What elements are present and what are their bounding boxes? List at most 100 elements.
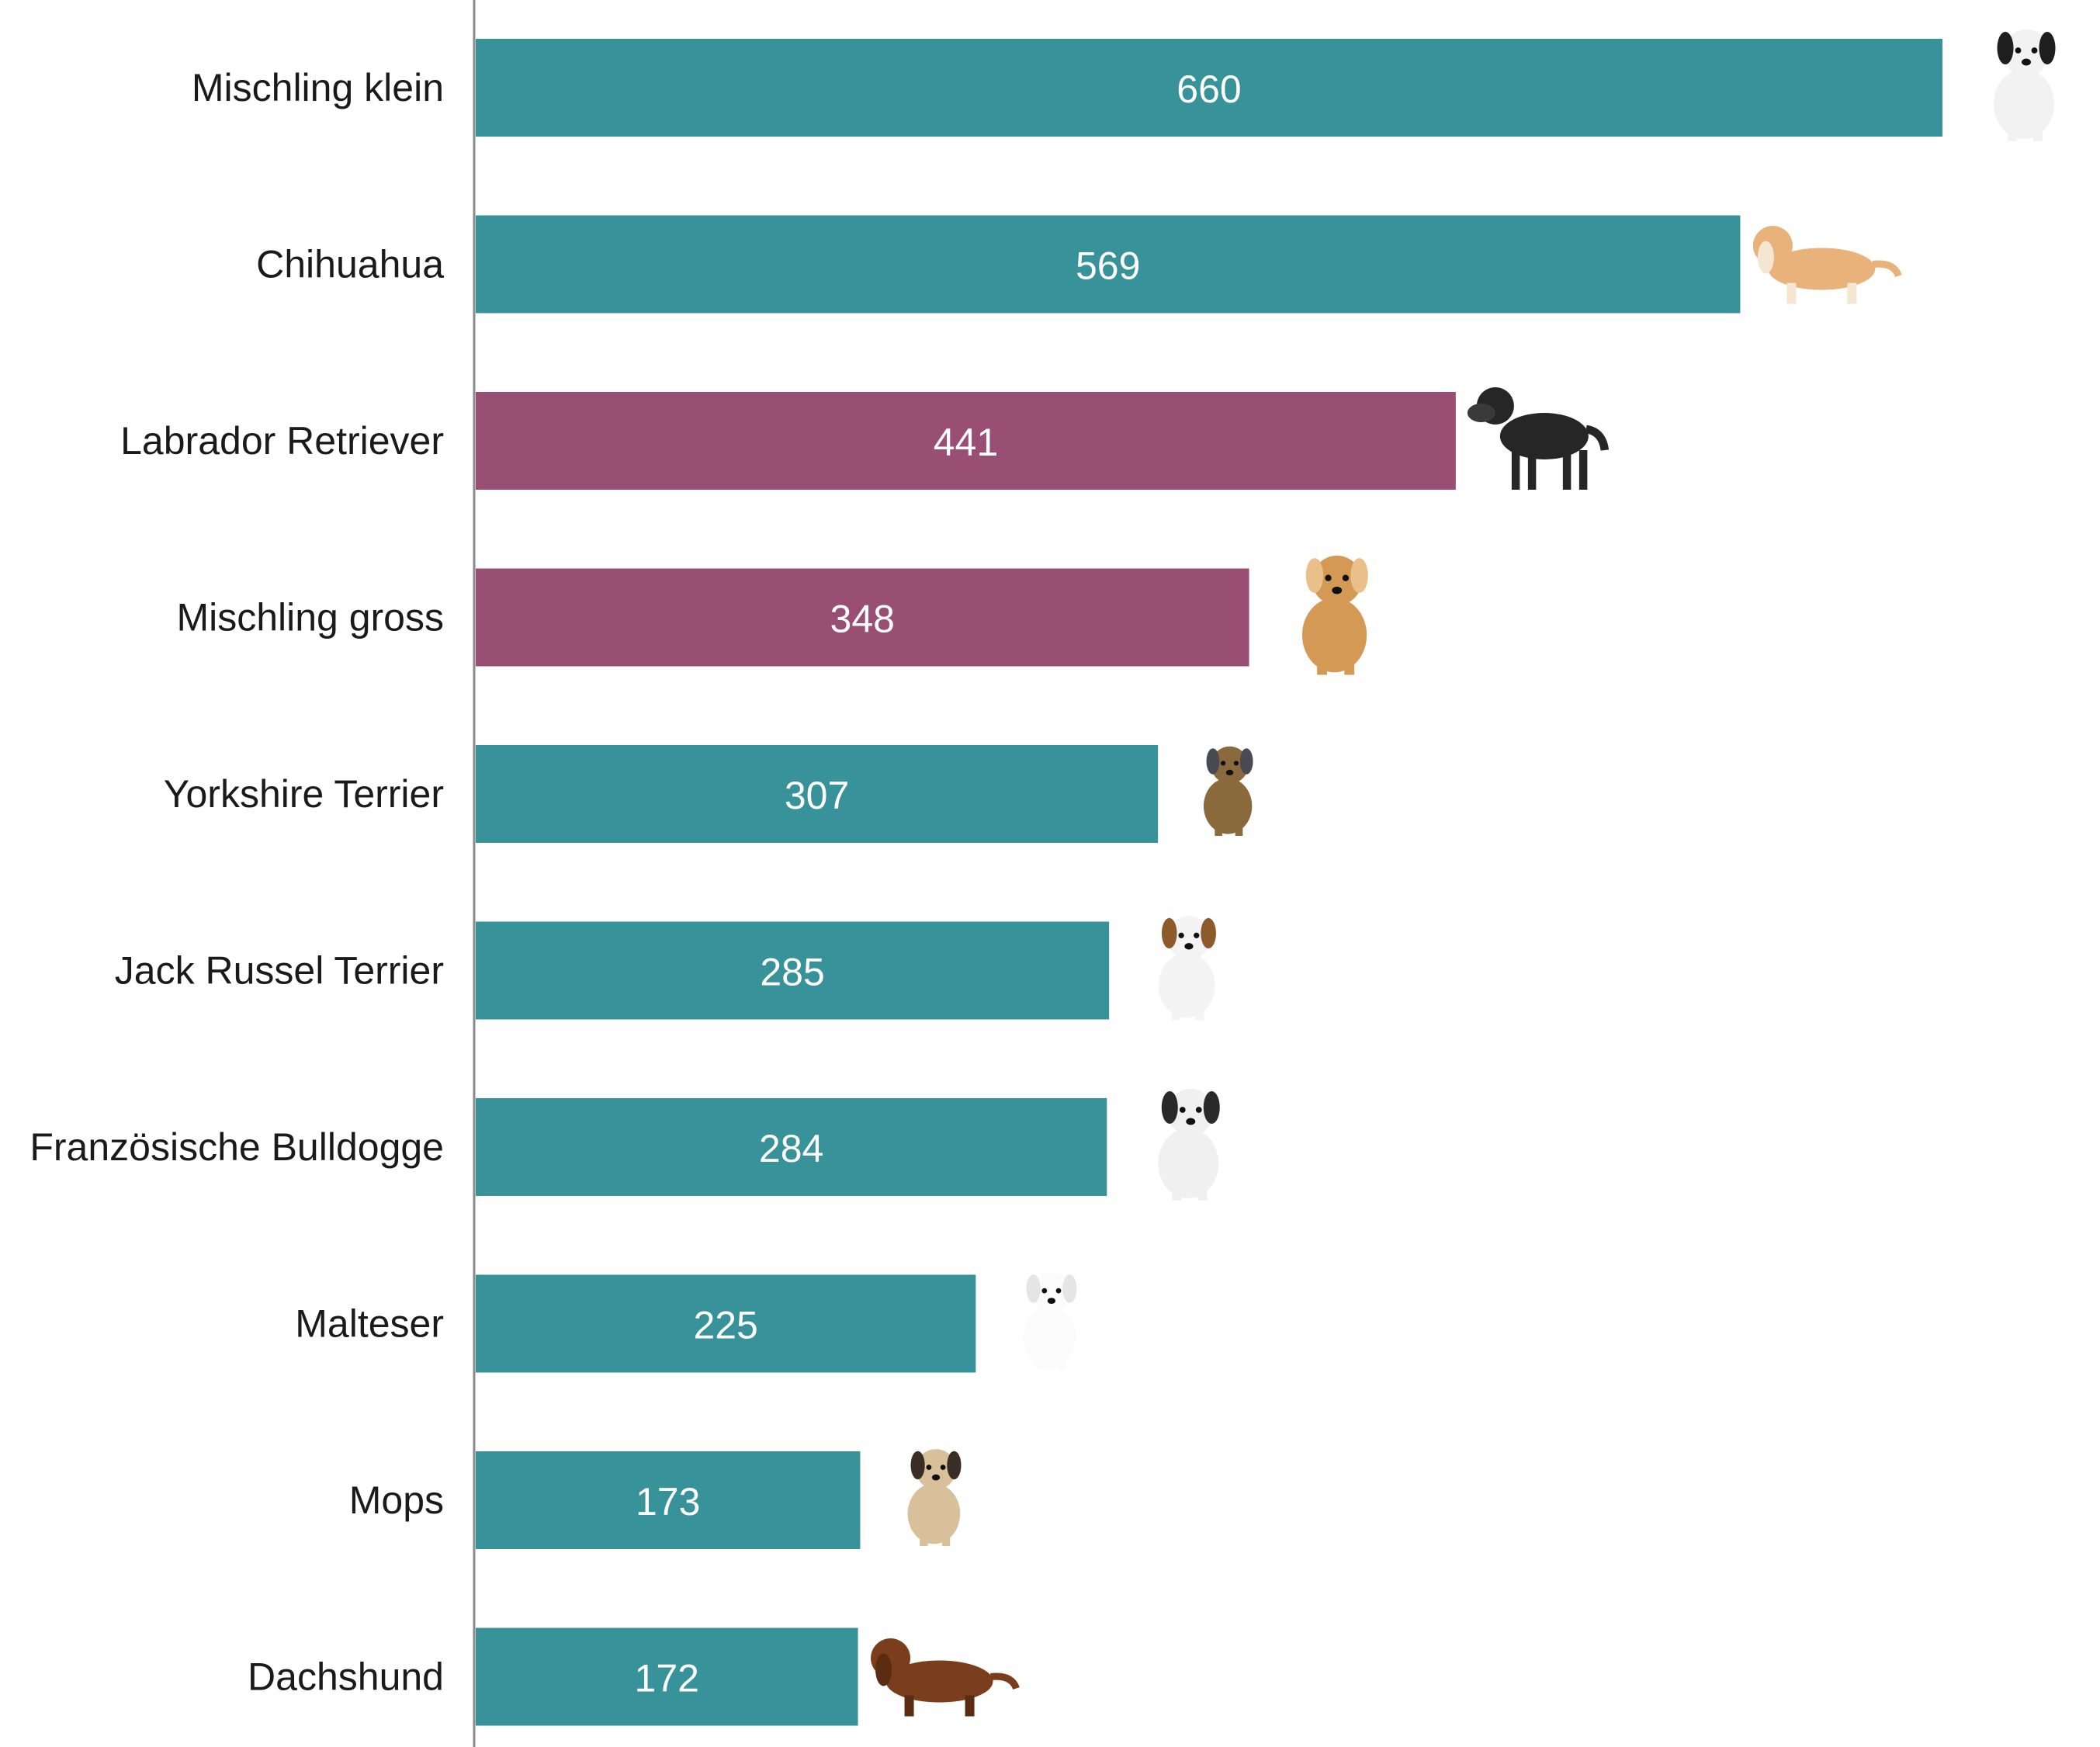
dog-leg-shape [904,1695,914,1717]
dog-eye-shape [1195,1107,1202,1113]
dog-leg-shape [2033,118,2043,141]
dog-body-shape [885,1660,993,1703]
dog-head-shape [1166,916,1211,960]
bar [476,1098,1107,1196]
dog-body-shape [1158,1128,1219,1198]
dog-leg-shape [1527,450,1537,490]
data-label: 172 [635,1657,699,1700]
dog-ear-shape [1350,558,1368,593]
dog-eye-shape [1178,932,1184,938]
dog-ear-shape [1026,1274,1041,1303]
dog-leg-shape [1344,650,1355,675]
category-tick-label: Französische Bulldogge [29,1125,444,1169]
dog-eye-shape [1221,761,1226,766]
data-label: 284 [759,1127,823,1170]
dog-leg-shape [1172,1177,1182,1201]
dog-head-shape [1211,746,1249,784]
dog-eye-shape [926,1464,932,1470]
dog-nose-shape [931,1474,941,1481]
dog-ear-shape [1239,748,1253,775]
dog-nose-shape [1186,1118,1196,1125]
dog-eye-shape [1055,1288,1062,1294]
bar [476,745,1159,843]
category-tick-label: Mischling gross [176,596,444,640]
dog-leg-shape [1215,817,1222,836]
category-tick-label: Malteser [295,1302,444,1346]
dog-nose-shape [1184,943,1194,950]
dog-ear-shape [1062,1274,1077,1303]
dog-head-shape [916,1449,957,1490]
dog-eye-shape [1325,574,1332,581]
dog-eye-shape [1233,761,1239,766]
dog-photo-small-mixed-breed-icon [1994,29,2056,141]
dog-ear-shape [2039,32,2056,64]
data-label: 225 [693,1304,757,1347]
category-tick-label: Dachshund [248,1655,444,1699]
dog-leg-shape [1578,450,1588,490]
dog-photo-yorkshire-terrier-icon [1203,746,1253,836]
bar [476,1627,858,1726]
dog-ear-shape [1161,1091,1178,1124]
dog-photo-french-bulldog-icon [1158,1089,1220,1201]
dog-eye-shape [1041,1288,1048,1294]
category-tick-label: Mops [349,1478,444,1522]
dog-leg-shape [1195,998,1204,1021]
data-label: 285 [760,951,824,994]
dog-snout-shape [1467,404,1495,422]
dog-body-shape [1301,598,1367,673]
dog-nose-shape [2022,58,2031,66]
category-tick-label: Labrador Retriever [120,419,444,463]
dog-ear-shape [1997,32,2014,64]
dog-leg-shape [1171,998,1180,1021]
dog-body-shape [1023,1306,1076,1367]
dog-leg-shape [1035,1349,1044,1370]
data-label: 173 [636,1480,700,1523]
data-label: 348 [830,598,895,641]
dog-photo-pug-icon [907,1449,962,1546]
dog-ear-shape [1305,558,1324,593]
dog-photo-maltese-icon [1023,1272,1077,1370]
dog-icons-group [871,29,2056,1717]
dog-ear-shape [1757,241,1774,274]
dog-eye-shape [940,1464,946,1470]
bar [476,1451,861,1549]
data-label: 569 [1076,244,1140,288]
dog-leg-shape [965,1695,975,1717]
bars-group [476,39,1942,1726]
dog-tail-shape [1585,425,1610,451]
data-label: 660 [1176,68,1241,111]
dog-nose-shape [1332,586,1343,594]
bar [476,1274,976,1373]
dog-ear-shape [1203,1091,1220,1124]
dog-tail-shape [990,1672,1020,1690]
dog-head-shape [1312,555,1362,605]
bar [476,921,1110,1020]
dog-ear-shape [910,1451,925,1480]
dog-eye-shape [2031,47,2038,54]
bar [476,568,1249,667]
dog-eye-shape [2015,47,2022,54]
data-label: 307 [785,774,849,817]
dog-leg-shape [2008,118,2017,141]
dog-body-shape [1203,778,1253,834]
dog-tail-shape [1872,260,1902,278]
dog-body-shape [907,1483,961,1544]
dog-leg-shape [920,1526,928,1546]
dog-nose-shape [1047,1298,1056,1304]
category-tick-label: Yorkshire Terrier [164,772,444,816]
dog-leg-shape [1511,450,1520,490]
dog-photo-chihuahua-icon [1752,226,1902,304]
dog-ear-shape [875,1653,892,1686]
dog-leg-shape [1786,283,1797,304]
dog-nose-shape [1225,769,1234,776]
dog-leg-shape [1562,450,1572,490]
data-label: 441 [934,421,998,464]
dog-leg-shape [1057,1349,1066,1370]
dog-leg-shape [1197,1177,1208,1201]
dog-body-shape [1768,248,1876,290]
dog-leg-shape [941,1526,951,1546]
category-tick-label: Jack Russel Terrier [115,949,444,993]
dog-leg-shape [1847,283,1857,304]
dog-leg-shape [1235,817,1243,836]
